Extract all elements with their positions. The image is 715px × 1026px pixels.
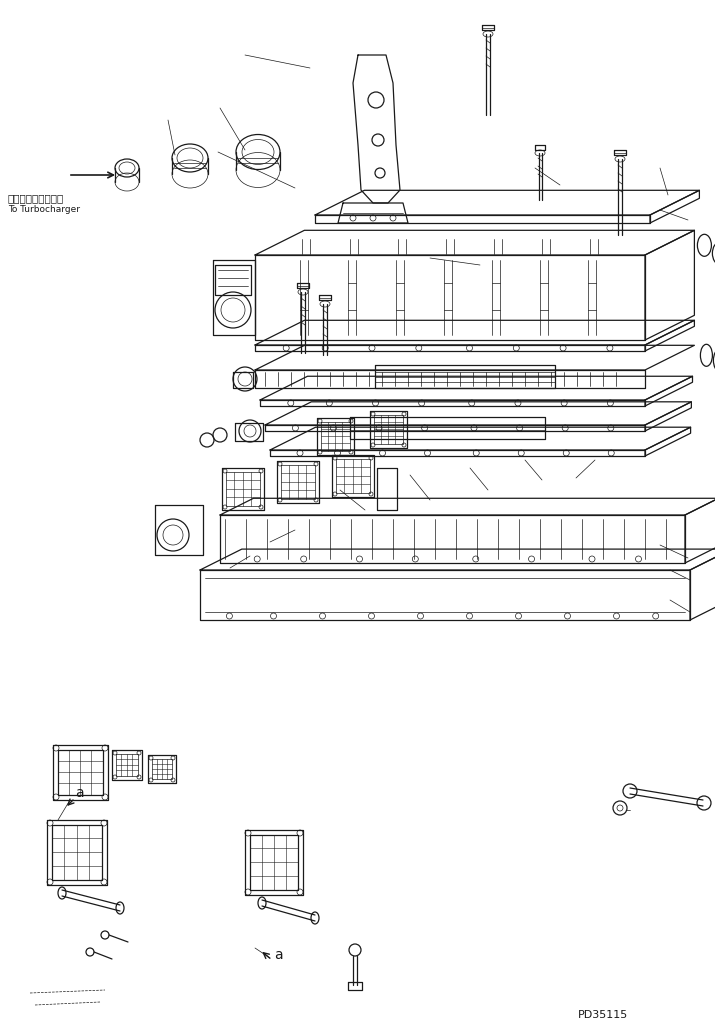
Text: a: a [274, 948, 282, 962]
Text: ターボチャージャヘ: ターボチャージャヘ [8, 193, 64, 203]
Text: PD35115: PD35115 [578, 1010, 628, 1020]
Text: To Turbocharger: To Turbocharger [8, 205, 80, 214]
Text: a: a [75, 786, 84, 800]
